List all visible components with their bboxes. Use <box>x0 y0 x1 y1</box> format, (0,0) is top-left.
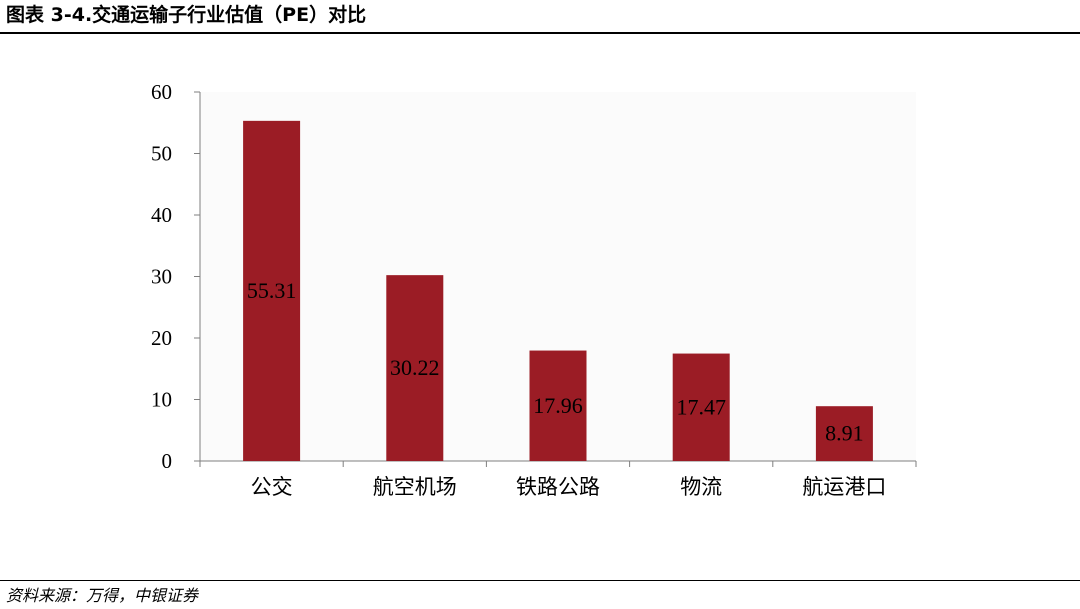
y-tick-label: 50 <box>151 142 172 166</box>
x-category-label: 公交 <box>251 475 293 499</box>
y-tick-label: 20 <box>151 326 172 350</box>
footer-divider <box>0 580 1080 581</box>
bar-value-label: 17.96 <box>533 393 583 418</box>
bar-value-label: 55.31 <box>247 278 297 303</box>
y-tick-label: 10 <box>151 388 172 412</box>
figure-title: 图表 3-4.交通运输子行业估值（PE）对比 <box>6 4 367 26</box>
bar <box>386 275 444 461</box>
bar <box>529 350 587 461</box>
y-tick-label: 60 <box>151 80 172 104</box>
x-category-label: 铁路公路 <box>516 475 600 499</box>
y-tick-label: 40 <box>151 203 172 227</box>
title-divider <box>0 32 1080 34</box>
y-tick-label: 0 <box>162 449 173 473</box>
x-category-label: 航空机场 <box>373 475 457 499</box>
bar-value-label: 8.91 <box>825 421 864 446</box>
bar-value-label: 30.22 <box>390 355 440 380</box>
y-tick-label: 30 <box>151 265 172 289</box>
bar-chart: 0 10 20 30 40 50 60 55.31 公交 30.22 航空机场 17.96 铁路公路 17… <box>151 80 917 499</box>
bar <box>672 353 730 461</box>
x-category-label: 物流 <box>680 475 722 499</box>
x-category-label: 航运港口 <box>802 475 886 499</box>
bar <box>243 120 301 461</box>
bar-value-label: 17.47 <box>676 394 726 419</box>
bar <box>815 406 873 461</box>
source-note: 资料来源：万得，中银证券 <box>6 586 199 605</box>
